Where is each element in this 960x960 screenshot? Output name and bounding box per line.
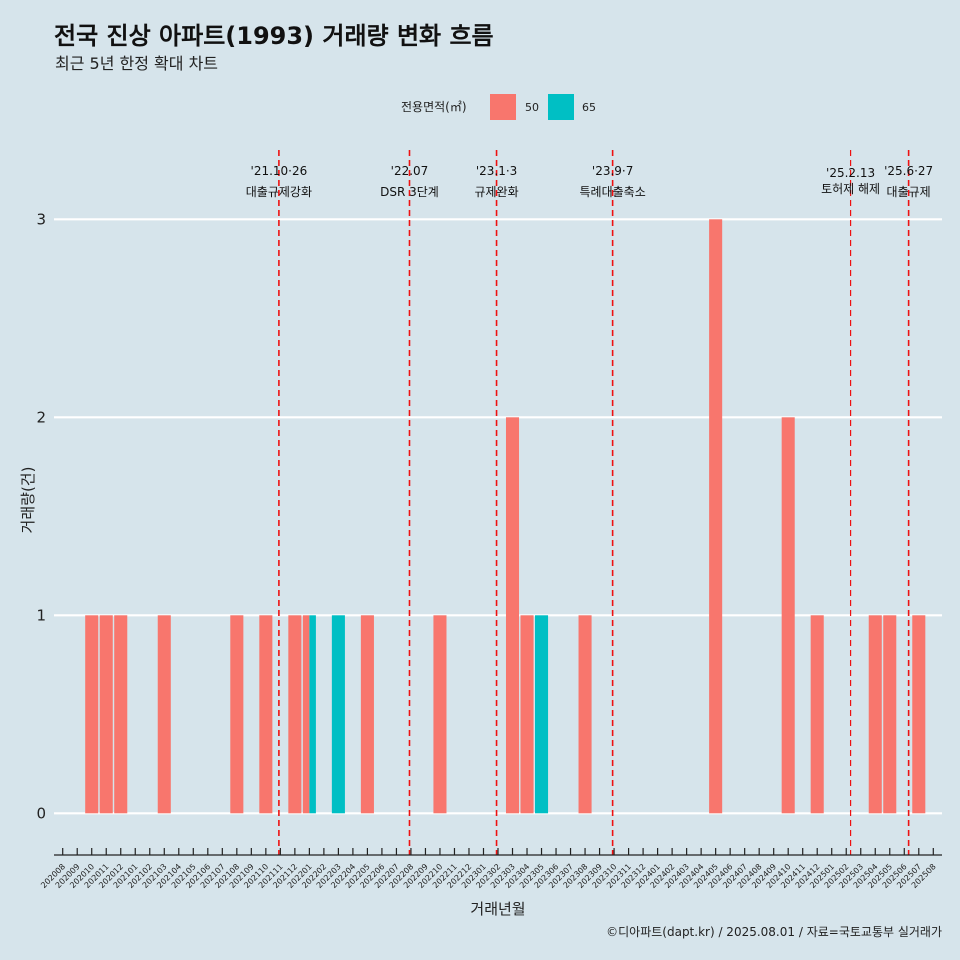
event-date-0: '21.10·26 — [251, 164, 308, 178]
bar-202012-50 — [114, 615, 128, 814]
bar-202507-50 — [912, 615, 926, 814]
bar-202304-50 — [520, 615, 534, 814]
chart-title: 전국 진상 아파트(1993) 거래량 변화 흐름 — [54, 22, 494, 50]
bar-202303-50 — [505, 417, 520, 814]
legend-title: 전용면적(㎡) — [401, 100, 467, 114]
legend: 전용면적(㎡) 50 65 — [401, 94, 596, 120]
y-tick-label-2: 2 — [36, 408, 46, 426]
caption: ©디아파트(dapt.kr) / 2025.08.01 / 자료=국토교통부 실… — [606, 925, 942, 939]
event-label-3: 특례대출축소 — [580, 185, 646, 199]
bar-202405-50 — [709, 219, 723, 814]
event-label-4: 토허제 해제 — [821, 182, 880, 196]
bar-202103-50 — [157, 615, 171, 814]
event-label-5: 대출규제 — [887, 185, 931, 199]
chart-subtitle: 최근 5년 한정 확대 차트 — [55, 54, 218, 73]
event-label-1: DSR 3단계 — [380, 185, 439, 199]
bar-202505-50 — [883, 615, 897, 814]
y-axis-title: 거래량(건) — [19, 467, 37, 534]
legend-label-50: 50 — [525, 101, 539, 114]
legend-swatch-50 — [490, 94, 516, 120]
bar-202410-50 — [781, 417, 795, 814]
bar-202308-50 — [578, 615, 592, 814]
bar-202412-50 — [810, 615, 824, 814]
bar-202205-50 — [360, 615, 374, 814]
y-tick-label-1: 1 — [36, 606, 46, 624]
x-axis: 2020082020092020102020112020122021012021… — [39, 848, 942, 890]
annotations: '21.10·26 대출규제강화 '22.07 DSR 3단계 '23.1·3 규제완화 '… — [246, 150, 933, 855]
event-date-4: '25.2.13 — [826, 166, 875, 180]
event-date-5: '25.6·27 — [884, 164, 933, 178]
y-tick-label-0: 0 — [36, 804, 46, 822]
bar-202110-50 — [259, 615, 273, 814]
bars — [85, 219, 926, 814]
bar-202305-65 — [535, 615, 549, 814]
bar-202504-50 — [868, 615, 882, 814]
event-label-0: 대출규제강화 — [246, 185, 312, 199]
bar-202201-65 — [309, 615, 316, 814]
bar-202210-50 — [433, 615, 447, 814]
bar-202203-65 — [331, 615, 345, 814]
bar-202112-50 — [288, 615, 302, 814]
event-label-2: 규제완화 — [474, 185, 518, 199]
bar-202010-50 — [85, 615, 99, 814]
bar-202011-50 — [99, 615, 113, 814]
bar-202108-50 — [230, 615, 244, 814]
event-date-1: '22.07 — [391, 164, 429, 178]
event-date-2: '23.1·3 — [476, 164, 517, 178]
y-tick-label-3: 3 — [36, 210, 46, 228]
legend-swatch-65 — [548, 94, 574, 120]
y-axis: 0 1 2 3 — [36, 210, 46, 822]
gridlines — [54, 218, 942, 815]
event-date-3: '23.9·7 — [592, 164, 633, 178]
bar-202201-50 — [302, 615, 310, 814]
legend-label-65: 65 — [582, 101, 596, 114]
x-axis-title: 거래년월 — [470, 900, 525, 918]
